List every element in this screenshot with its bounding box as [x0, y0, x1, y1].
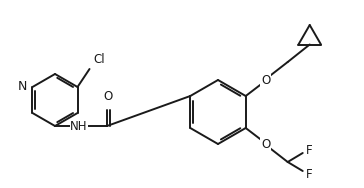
- Text: Cl: Cl: [94, 53, 105, 66]
- Text: O: O: [261, 137, 270, 151]
- Text: F: F: [306, 143, 312, 156]
- Text: O: O: [103, 90, 112, 103]
- Text: N: N: [18, 80, 28, 93]
- Text: F: F: [306, 168, 312, 180]
- Text: NH: NH: [70, 120, 88, 133]
- Text: O: O: [261, 74, 270, 86]
